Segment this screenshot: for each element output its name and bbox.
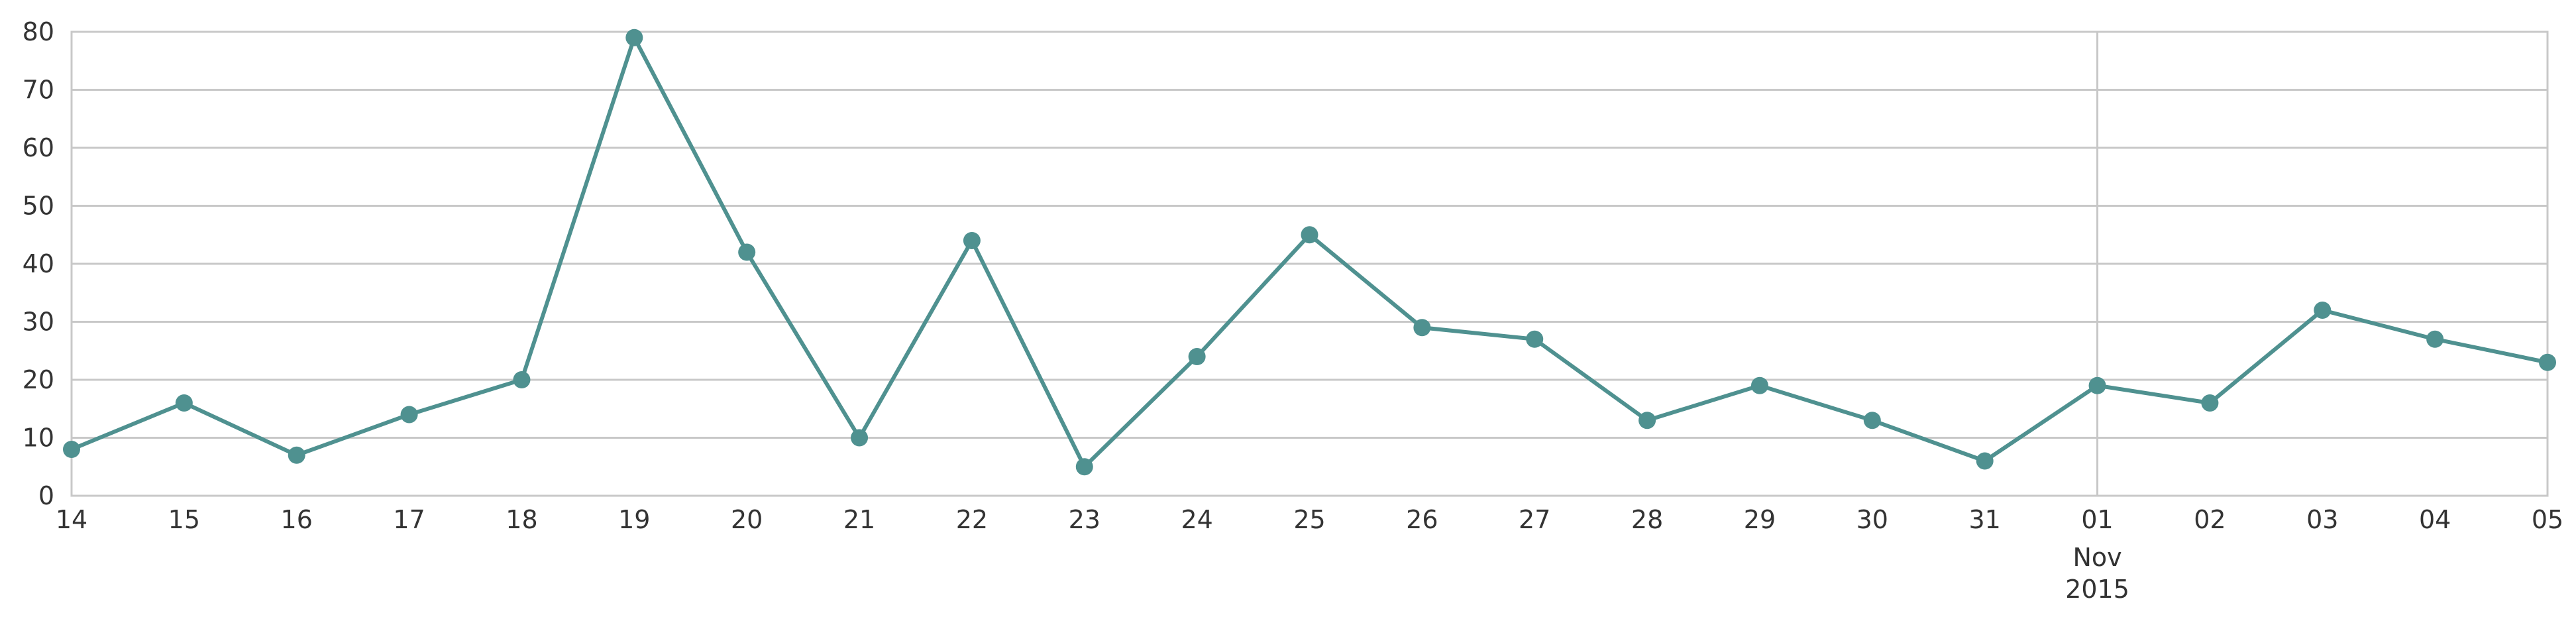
data-point bbox=[1638, 412, 1656, 429]
x-tick-label: 30 bbox=[1856, 505, 1888, 534]
x-tick-label: 05 bbox=[2532, 505, 2563, 534]
plot-frame bbox=[70, 30, 2549, 497]
data-point bbox=[2088, 376, 2106, 394]
x-tick-label: 15 bbox=[168, 505, 200, 534]
y-tick-label: 40 bbox=[23, 249, 54, 278]
data-point bbox=[1413, 319, 1431, 337]
y-tick-label: 60 bbox=[23, 133, 54, 162]
data-point bbox=[1976, 452, 1994, 470]
x-tick-label: 27 bbox=[1519, 505, 1550, 534]
data-point bbox=[513, 371, 531, 388]
x-month-label: Nov bbox=[2072, 543, 2121, 572]
data-point bbox=[400, 406, 418, 424]
data-point bbox=[738, 243, 756, 261]
data-point bbox=[1750, 376, 1768, 394]
y-tick-label: 70 bbox=[23, 76, 54, 105]
x-year-label: 2015 bbox=[2065, 575, 2129, 604]
data-point bbox=[963, 232, 981, 249]
x-tick-label: 24 bbox=[1181, 505, 1212, 534]
x-tick-label: 18 bbox=[506, 505, 537, 534]
y-axis-ticks: 0 10 20 30 40 50 60 70 80 bbox=[23, 17, 54, 510]
series-line bbox=[70, 35, 2548, 469]
y-tick-label: 80 bbox=[23, 17, 54, 46]
data-point bbox=[2539, 353, 2556, 371]
data-point bbox=[1301, 226, 1318, 244]
grid-lines bbox=[72, 32, 2548, 496]
x-axis-ticks: 14 15 16 17 18 19 20 21 22 23 24 25 26 27 28 29 30 31 01 No… bbox=[56, 505, 2563, 604]
data-point bbox=[63, 441, 80, 458]
data-point bbox=[288, 446, 305, 464]
plot-border bbox=[70, 30, 2549, 497]
y-tick-label: 20 bbox=[23, 365, 54, 394]
x-tick-label: 02 bbox=[2194, 505, 2226, 534]
x-tick-label: 17 bbox=[393, 505, 425, 534]
x-tick-label: 28 bbox=[1631, 505, 1663, 534]
y-tick-label: 0 bbox=[38, 481, 54, 510]
x-tick-label: 16 bbox=[281, 505, 313, 534]
x-tick-label: 31 bbox=[1969, 505, 2001, 534]
y-tick-label: 10 bbox=[23, 424, 54, 453]
x-tick-label: 19 bbox=[618, 505, 650, 534]
x-tick-label: 14 bbox=[56, 505, 87, 534]
data-point bbox=[625, 28, 643, 46]
x-tick-label: 29 bbox=[1744, 505, 1776, 534]
x-tick-label: 22 bbox=[956, 505, 988, 534]
data-point bbox=[1863, 412, 1881, 429]
x-tick-label: 20 bbox=[731, 505, 763, 534]
data-point bbox=[2426, 330, 2444, 348]
x-tick-label: 01 bbox=[2081, 505, 2113, 534]
x-tick-label: 26 bbox=[1406, 505, 1438, 534]
data-point bbox=[1526, 330, 1544, 348]
data-point bbox=[2201, 394, 2219, 412]
y-tick-label: 30 bbox=[23, 308, 54, 337]
x-tick-label: 03 bbox=[2306, 505, 2338, 534]
data-point bbox=[2314, 302, 2332, 319]
data-point bbox=[1188, 348, 1206, 365]
series bbox=[63, 28, 2556, 476]
x-tick-label: 04 bbox=[2419, 505, 2451, 534]
x-tick-label: 23 bbox=[1069, 505, 1100, 534]
x-tick-label: 25 bbox=[1293, 505, 1325, 534]
data-point bbox=[851, 429, 869, 447]
data-point bbox=[175, 394, 193, 412]
y-tick-label: 50 bbox=[23, 192, 54, 221]
x-tick-label: 21 bbox=[843, 505, 875, 534]
data-point bbox=[1075, 458, 1093, 476]
